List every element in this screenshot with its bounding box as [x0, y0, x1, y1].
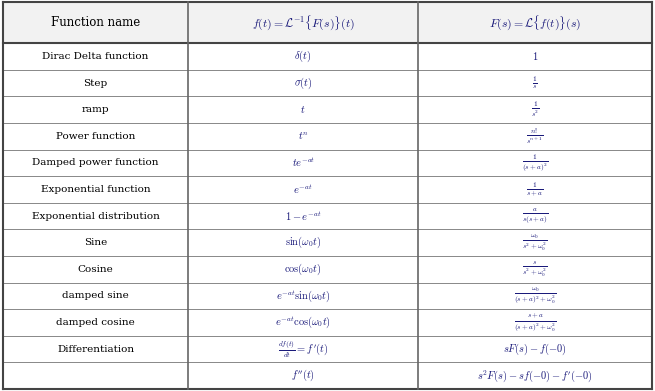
Text: Step: Step [84, 79, 108, 88]
Text: Exponential function: Exponential function [41, 185, 151, 194]
Bar [419, 309, 652, 336]
Text: $\sigma(t)$: $\sigma(t)$ [294, 75, 312, 91]
Text: $\frac{a}{s(s+a)}$: $\frac{a}{s(s+a)}$ [522, 207, 548, 225]
Bar [3, 70, 188, 97]
Text: $sF(s)-f(-0)$: $sF(s)-f(-0)$ [503, 341, 567, 357]
Bar [419, 336, 652, 362]
Text: $F(s) = \mathcal{L}\{f(t)\}(s)$: $F(s) = \mathcal{L}\{f(t)\}(s)$ [489, 13, 581, 32]
Text: $te^{-at}$: $te^{-at}$ [291, 156, 315, 169]
Bar [188, 150, 419, 176]
Text: $1$: $1$ [532, 50, 538, 63]
Text: Sine: Sine [84, 238, 107, 247]
Text: $t^n$: $t^n$ [297, 131, 309, 142]
Bar [3, 283, 188, 309]
Bar [188, 70, 419, 97]
Bar [419, 256, 652, 283]
Text: Damped power function: Damped power function [33, 158, 159, 167]
Bar [188, 309, 419, 336]
Bar [188, 362, 419, 389]
Bar [3, 43, 188, 70]
Text: Dirac Delta function: Dirac Delta function [43, 52, 149, 61]
Bar [3, 150, 188, 176]
Text: $f''(t)$: $f''(t)$ [291, 368, 315, 384]
Bar [188, 336, 419, 362]
Text: $\frac{1}{s+a}$: $\frac{1}{s+a}$ [526, 181, 544, 198]
Bar [419, 150, 652, 176]
Bar [3, 256, 188, 283]
Text: $\frac{df(t)}{dt}=f'(t)$: $\frac{df(t)}{dt}=f'(t)$ [278, 338, 329, 360]
Text: $\frac{\omega_0}{(s+a)^2+\omega_0^2}$: $\frac{\omega_0}{(s+a)^2+\omega_0^2}$ [514, 286, 556, 306]
Text: Power function: Power function [56, 132, 136, 141]
Text: $\frac{n!}{s^{n+1}}$: $\frac{n!}{s^{n+1}}$ [526, 127, 544, 146]
Text: $e^{-at}\cos(\omega_0 t)$: $e^{-at}\cos(\omega_0 t)$ [275, 315, 331, 330]
Text: $f(t) = \mathcal{L}^{-1}\{F(s)\}(t)$: $f(t) = \mathcal{L}^{-1}\{F(s)\}(t)$ [252, 13, 354, 32]
Text: damped cosine: damped cosine [56, 318, 135, 327]
Bar [3, 203, 188, 230]
Bar [419, 283, 652, 309]
Bar [3, 176, 188, 203]
Bar [188, 2, 419, 43]
Text: $\frac{s}{s^2+\omega_0^2}$: $\frac{s}{s^2+\omega_0^2}$ [523, 260, 548, 279]
Bar [188, 97, 419, 123]
Bar [419, 230, 652, 256]
Text: Exponential distribution: Exponential distribution [31, 212, 160, 221]
Text: Cosine: Cosine [78, 265, 113, 274]
Text: $s^2F(s)-sf(-0)-f'(-0)$: $s^2F(s)-sf(-0)-f'(-0)$ [477, 368, 593, 384]
Bar [3, 362, 188, 389]
Bar [419, 43, 652, 70]
Text: $\cos(\omega_0 t)$: $\cos(\omega_0 t)$ [284, 262, 322, 277]
Bar [419, 97, 652, 123]
Bar [188, 123, 419, 150]
Text: $e^{-at}$: $e^{-at}$ [293, 183, 313, 196]
Bar [419, 176, 652, 203]
Bar [3, 336, 188, 362]
Text: $\frac{1}{(s+a)^2}$: $\frac{1}{(s+a)^2}$ [522, 152, 548, 173]
Bar [188, 283, 419, 309]
Bar [419, 362, 652, 389]
Bar [3, 2, 188, 43]
Bar [419, 2, 652, 43]
Bar [188, 43, 419, 70]
Bar [419, 203, 652, 230]
Bar [419, 70, 652, 97]
Bar [3, 230, 188, 256]
Text: damped sine: damped sine [62, 291, 129, 300]
Text: $\frac{s+a}{(s+a)^2+\omega_0^2}$: $\frac{s+a}{(s+a)^2+\omega_0^2}$ [514, 312, 556, 334]
Text: $\frac{1}{s^2}$: $\frac{1}{s^2}$ [531, 100, 540, 120]
Text: $t$: $t$ [301, 104, 306, 115]
Text: $\sin(\omega_0 t)$: $\sin(\omega_0 t)$ [285, 235, 322, 250]
Bar [3, 309, 188, 336]
Bar [188, 176, 419, 203]
Text: Differentiation: Differentiation [57, 344, 134, 353]
Bar [419, 123, 652, 150]
Text: Function name: Function name [51, 16, 140, 29]
Text: $\frac{1}{s}$: $\frac{1}{s}$ [532, 75, 538, 91]
Text: $\delta(t)$: $\delta(t)$ [295, 49, 312, 64]
Bar [188, 230, 419, 256]
Bar [3, 97, 188, 123]
Bar [188, 203, 419, 230]
Text: ramp: ramp [82, 105, 109, 114]
Text: $1-e^{-at}$: $1-e^{-at}$ [285, 210, 322, 222]
Bar [3, 123, 188, 150]
Text: $\frac{\omega_0}{s^2+\omega_0^2}$: $\frac{\omega_0}{s^2+\omega_0^2}$ [523, 232, 548, 253]
Text: $e^{-at}\sin(\omega_0 t)$: $e^{-at}\sin(\omega_0 t)$ [276, 288, 331, 303]
Bar [188, 256, 419, 283]
